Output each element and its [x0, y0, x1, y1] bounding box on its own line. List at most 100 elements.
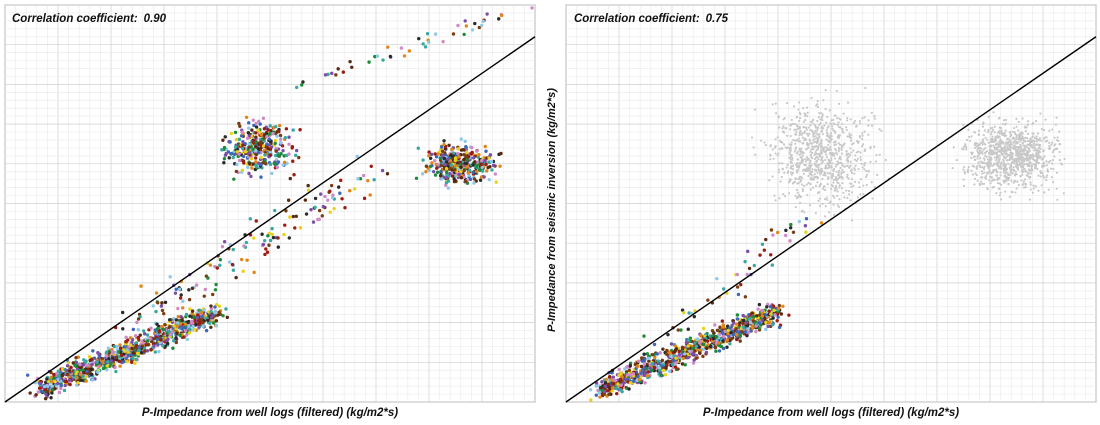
- background-point: [878, 128, 881, 131]
- background-point: [807, 181, 810, 185]
- background-point: [802, 126, 805, 129]
- data-point: [463, 19, 467, 23]
- background-point: [999, 191, 1002, 194]
- background-point: [1009, 141, 1012, 144]
- background-point: [805, 128, 808, 131]
- data-point: [680, 362, 685, 366]
- data-point: [218, 258, 223, 262]
- data-point: [683, 363, 687, 367]
- data-point: [221, 138, 225, 142]
- data-point: [663, 373, 668, 377]
- data-point: [311, 220, 316, 224]
- background-point: [827, 143, 830, 147]
- background-point: [1019, 153, 1022, 156]
- background-point: [962, 184, 966, 187]
- background-point: [998, 154, 1001, 157]
- data-point: [381, 58, 385, 62]
- data-point: [258, 143, 263, 147]
- background-point: [800, 179, 803, 182]
- data-point: [477, 168, 482, 172]
- background-point: [789, 171, 792, 174]
- data-point: [163, 344, 168, 348]
- data-point: [717, 349, 722, 353]
- data-point: [669, 354, 673, 358]
- data-point: [90, 372, 94, 377]
- data-point: [804, 230, 808, 234]
- background-point: [1029, 183, 1032, 186]
- data-point: [639, 364, 644, 369]
- background-point: [1024, 129, 1027, 133]
- background-point: [825, 132, 829, 135]
- background-point: [816, 119, 819, 122]
- data-point: [603, 384, 608, 388]
- data-point: [640, 356, 644, 360]
- data-point: [727, 334, 731, 339]
- data-point: [60, 373, 64, 377]
- data-point: [149, 347, 153, 352]
- data-point: [247, 121, 251, 125]
- data-point: [74, 356, 78, 360]
- background-point: [818, 155, 821, 158]
- data-point: [303, 198, 308, 202]
- background-point: [1014, 191, 1017, 194]
- data-point: [455, 161, 460, 165]
- background-point: [781, 127, 784, 130]
- data-point: [89, 367, 93, 371]
- data-point: [264, 247, 268, 251]
- data-point: [184, 312, 189, 317]
- background-point: [815, 165, 818, 168]
- data-point: [684, 340, 689, 345]
- data-point: [530, 6, 534, 10]
- background-point: [1032, 146, 1035, 149]
- data-point: [245, 136, 250, 140]
- background-point: [806, 134, 810, 137]
- background-point: [830, 137, 833, 141]
- data-point: [133, 361, 137, 366]
- data-point: [114, 369, 118, 374]
- background-point: [825, 146, 828, 149]
- data-point: [261, 161, 265, 165]
- data-point: [414, 176, 419, 180]
- background-point: [808, 139, 811, 142]
- data-point: [118, 346, 123, 350]
- background-point: [846, 164, 849, 167]
- background-point: [1029, 181, 1032, 184]
- background-point: [818, 185, 821, 188]
- background-point: [1021, 136, 1024, 140]
- background-point: [763, 141, 766, 144]
- data-point: [615, 386, 619, 391]
- data-point: [652, 342, 657, 347]
- data-point: [183, 329, 188, 333]
- background-point: [1022, 180, 1025, 183]
- data-point: [484, 149, 488, 153]
- background-point: [829, 131, 832, 135]
- data-point: [116, 350, 121, 354]
- background-point: [806, 194, 809, 197]
- background-point: [814, 212, 817, 215]
- background-point: [1009, 171, 1012, 174]
- data-point: [106, 346, 111, 351]
- background-point: [1023, 158, 1027, 161]
- data-point: [499, 13, 504, 18]
- data-point: [330, 71, 334, 76]
- background-point: [1005, 170, 1008, 174]
- background-point: [1019, 155, 1023, 158]
- data-point: [464, 165, 469, 169]
- data-point: [281, 148, 285, 153]
- data-point: [442, 142, 446, 147]
- background-point: [996, 182, 1000, 185]
- data-point: [231, 247, 235, 252]
- data-point: [62, 388, 67, 393]
- background-point: [992, 170, 995, 173]
- background-point: [1007, 140, 1010, 144]
- background-point: [993, 146, 996, 149]
- data-point: [744, 321, 748, 325]
- background-point: [998, 143, 1001, 146]
- data-point: [74, 360, 79, 365]
- background-point: [806, 111, 809, 114]
- data-point: [82, 370, 86, 375]
- data-point: [143, 349, 147, 353]
- background-point: [859, 136, 862, 139]
- background-point: [1015, 173, 1018, 176]
- data-point: [242, 244, 246, 248]
